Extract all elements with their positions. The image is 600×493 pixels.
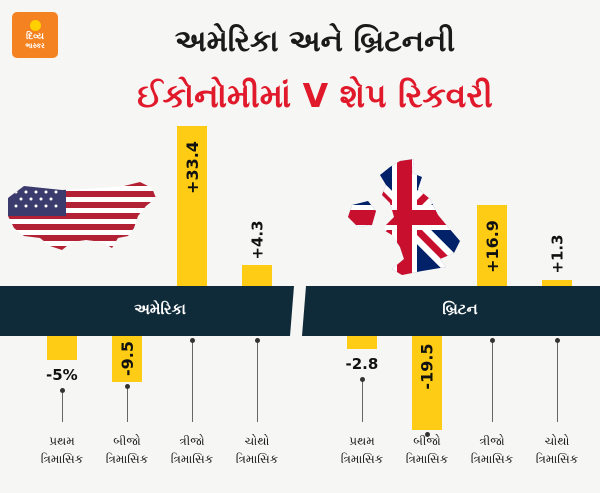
band-label-usa: અમેરિકા [134,300,186,318]
value-label-1-0: -2.8 [345,355,379,374]
quarter-label-1-3: ચોથો ત્રિમાસિક [522,432,592,468]
value-label-0-1: -9.5 [117,341,137,377]
value-label-1-3: +1.3 [548,234,567,274]
value-label-1-1: -19.5 [417,342,437,390]
quarter-ordinal: પ્રથમ [349,434,375,448]
quarter-ordinal: બીજો [113,434,141,448]
quarter-word: ત્રિમાસિક [470,452,514,466]
quarter-ordinal: ચોથો [544,434,570,448]
quarter-label-1-1: બીજો ત્રિમાસિક [392,432,462,468]
band-label-uk: બ્રિટન [442,300,478,318]
bar-0-3 [242,265,272,286]
connector-dot-1-2 [490,338,495,343]
connector-line-0-3 [257,340,258,422]
quarter-word: ત્રિમાસિક [535,452,579,466]
quarter-word: ત્રિમાસિક [105,452,149,466]
quarter-word: ત્રિમાસિક [170,452,214,466]
bar-1-1 [412,336,442,430]
logo-text-line1: દિવ્ય [26,32,44,43]
connector-line-1-2 [492,340,493,422]
quarter-word: ત્રિમાસિક [340,452,384,466]
quarter-ordinal: બીજો [413,434,441,448]
logo-text-line2: ભાસ્કર [25,41,45,50]
connector-dot-0-0 [60,388,65,393]
quarter-ordinal: પ્રથમ [49,434,75,448]
quarter-label-0-2: ત્રીજો ત્રિમાસિક [157,432,227,468]
connector-line-0-0 [62,390,63,422]
bar-0-2 [177,125,207,286]
title-line2: ઈકોનોમીમાં V શેપ રિકવરી [137,76,493,115]
quarter-label-0-3: ચોથો ત્રિમાસિક [222,432,292,468]
quarter-label-1-0: પ્રથમ ત્રિમાસિક [327,432,397,468]
band-divider [290,286,306,336]
connector-line-0-1 [127,385,128,422]
value-label-1-2: +16.9 [482,220,502,274]
value-label-0-2: +33.4 [182,141,202,195]
usa-flag-map-icon [8,182,156,250]
connector-dot-0-3 [255,338,260,343]
bar-1-2 [477,204,507,286]
bar-1-0 [347,336,377,350]
value-label-0-3: +4.3 [248,220,267,260]
value-label-0-0: -5% [46,366,78,384]
bar-0-0 [47,336,77,360]
quarter-label-1-2: ત્રીજો ત્રિમાસિક [457,432,527,468]
quarter-label-0-0: પ્રથમ ત્રિમાસિક [27,432,97,468]
quarter-word: ત્રિમાસિક [235,452,279,466]
quarter-ordinal: ત્રીજો [479,434,505,448]
title-line1: અમેરિકા અને બ્રિટનની [174,24,456,59]
quarter-word: ત્રિમાસિક [40,452,84,466]
quarter-label-0-1: બીજો ત્રિમાસિક [92,432,162,468]
bar-1-3 [542,279,572,286]
quarter-ordinal: ચોથો [244,434,270,448]
divya-bhaskar-logo: દિવ્ય ભાસ્કર [12,12,58,58]
uk-flag-map-icon [348,159,460,275]
connector-dot-1-0 [360,377,365,383]
quarter-ordinal: ત્રીજો [179,434,205,448]
connector-line-1-0 [362,379,363,422]
bar-0-1 [112,336,142,382]
connector-dot-0-1 [125,383,130,389]
connector-line-0-2 [192,340,193,422]
quarter-word: ત્રિમાસિક [405,452,449,466]
connector-dot-1-3 [555,338,560,343]
connector-line-1-3 [557,340,558,422]
connector-dot-1-1 [425,431,430,437]
connector-dot-0-2 [190,338,195,343]
sun-icon [29,20,41,32]
